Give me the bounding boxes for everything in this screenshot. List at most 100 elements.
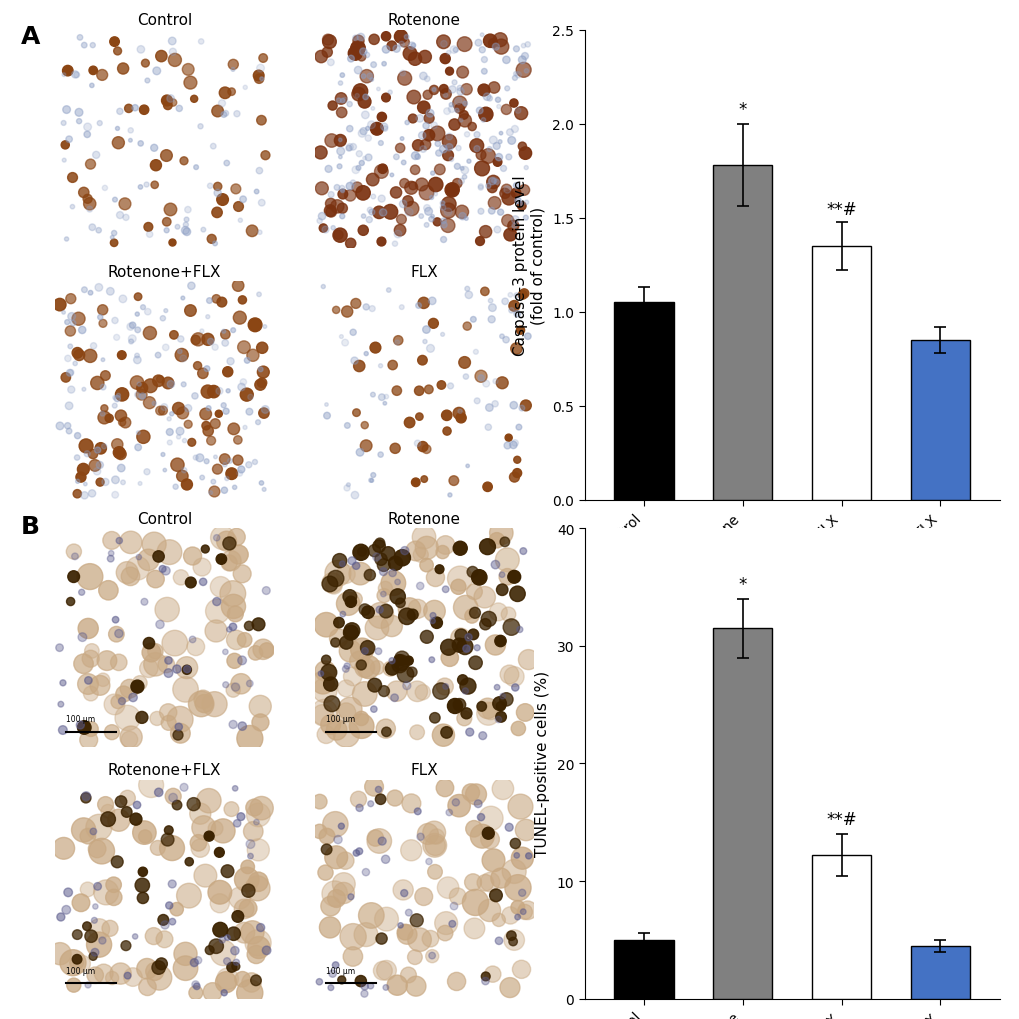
Circle shape bbox=[440, 90, 450, 100]
Circle shape bbox=[375, 553, 387, 566]
Circle shape bbox=[66, 429, 71, 434]
Circle shape bbox=[222, 463, 227, 468]
Circle shape bbox=[213, 183, 221, 192]
Circle shape bbox=[381, 94, 390, 103]
Circle shape bbox=[70, 205, 74, 210]
Circle shape bbox=[314, 147, 327, 160]
Circle shape bbox=[501, 860, 526, 883]
Circle shape bbox=[449, 889, 466, 905]
Circle shape bbox=[66, 978, 81, 993]
Circle shape bbox=[423, 340, 427, 344]
Circle shape bbox=[363, 157, 366, 161]
Circle shape bbox=[322, 48, 332, 58]
Circle shape bbox=[93, 904, 98, 909]
Circle shape bbox=[503, 667, 524, 687]
Circle shape bbox=[202, 422, 210, 430]
Circle shape bbox=[233, 436, 242, 444]
Circle shape bbox=[92, 917, 97, 923]
Circle shape bbox=[445, 145, 452, 152]
Circle shape bbox=[175, 723, 182, 731]
Circle shape bbox=[168, 880, 176, 888]
Circle shape bbox=[506, 931, 516, 941]
Circle shape bbox=[446, 51, 450, 56]
Circle shape bbox=[205, 621, 227, 642]
Circle shape bbox=[176, 106, 182, 112]
Circle shape bbox=[227, 529, 245, 546]
Circle shape bbox=[197, 789, 221, 813]
Circle shape bbox=[230, 674, 251, 694]
Circle shape bbox=[329, 629, 347, 648]
Circle shape bbox=[414, 386, 424, 396]
Text: *: * bbox=[738, 576, 746, 593]
Title: Rotenone+FLX: Rotenone+FLX bbox=[108, 762, 221, 777]
Circle shape bbox=[356, 848, 363, 855]
Circle shape bbox=[158, 656, 174, 674]
Circle shape bbox=[117, 352, 126, 360]
Circle shape bbox=[377, 589, 390, 603]
Bar bbox=[910, 946, 969, 999]
Circle shape bbox=[367, 208, 372, 213]
Circle shape bbox=[219, 88, 230, 100]
Circle shape bbox=[397, 924, 417, 945]
Circle shape bbox=[397, 666, 414, 683]
Circle shape bbox=[365, 136, 371, 142]
Circle shape bbox=[177, 336, 183, 342]
Circle shape bbox=[88, 291, 93, 296]
Title: Control: Control bbox=[137, 512, 192, 526]
Circle shape bbox=[356, 660, 366, 671]
Circle shape bbox=[222, 340, 228, 346]
Circle shape bbox=[358, 130, 366, 138]
Circle shape bbox=[398, 608, 415, 625]
Circle shape bbox=[517, 905, 532, 919]
Circle shape bbox=[357, 54, 366, 62]
Circle shape bbox=[104, 725, 119, 740]
Circle shape bbox=[60, 680, 66, 686]
Circle shape bbox=[387, 361, 397, 370]
Circle shape bbox=[194, 983, 200, 989]
Circle shape bbox=[400, 890, 408, 897]
Circle shape bbox=[462, 175, 467, 180]
Circle shape bbox=[414, 808, 421, 815]
Circle shape bbox=[499, 693, 513, 706]
Circle shape bbox=[338, 156, 341, 160]
Circle shape bbox=[514, 853, 519, 858]
Circle shape bbox=[397, 598, 420, 621]
Circle shape bbox=[203, 982, 222, 1002]
Circle shape bbox=[406, 909, 412, 916]
Circle shape bbox=[510, 587, 525, 602]
Circle shape bbox=[131, 106, 139, 112]
Circle shape bbox=[413, 547, 428, 562]
Circle shape bbox=[181, 468, 186, 474]
Circle shape bbox=[262, 488, 266, 492]
Circle shape bbox=[336, 99, 341, 104]
Circle shape bbox=[516, 425, 522, 431]
Circle shape bbox=[86, 814, 112, 841]
Circle shape bbox=[377, 559, 389, 572]
Circle shape bbox=[327, 60, 334, 66]
Circle shape bbox=[407, 682, 427, 702]
Circle shape bbox=[222, 111, 228, 117]
Circle shape bbox=[163, 469, 166, 473]
Circle shape bbox=[375, 787, 381, 793]
Circle shape bbox=[342, 590, 357, 603]
Circle shape bbox=[358, 903, 384, 928]
Circle shape bbox=[202, 334, 214, 346]
Circle shape bbox=[93, 152, 100, 159]
Circle shape bbox=[99, 320, 107, 328]
Circle shape bbox=[440, 649, 458, 666]
Circle shape bbox=[122, 215, 129, 221]
Text: 100 μm: 100 μm bbox=[66, 966, 95, 974]
Circle shape bbox=[89, 953, 97, 961]
Circle shape bbox=[79, 828, 96, 844]
Circle shape bbox=[192, 816, 215, 840]
Circle shape bbox=[255, 380, 266, 391]
Circle shape bbox=[108, 627, 124, 642]
Circle shape bbox=[493, 227, 500, 233]
Circle shape bbox=[124, 972, 130, 979]
Circle shape bbox=[475, 371, 487, 383]
Circle shape bbox=[460, 167, 464, 171]
Circle shape bbox=[262, 587, 270, 595]
Circle shape bbox=[207, 235, 216, 245]
Circle shape bbox=[407, 91, 420, 105]
Circle shape bbox=[492, 779, 514, 800]
